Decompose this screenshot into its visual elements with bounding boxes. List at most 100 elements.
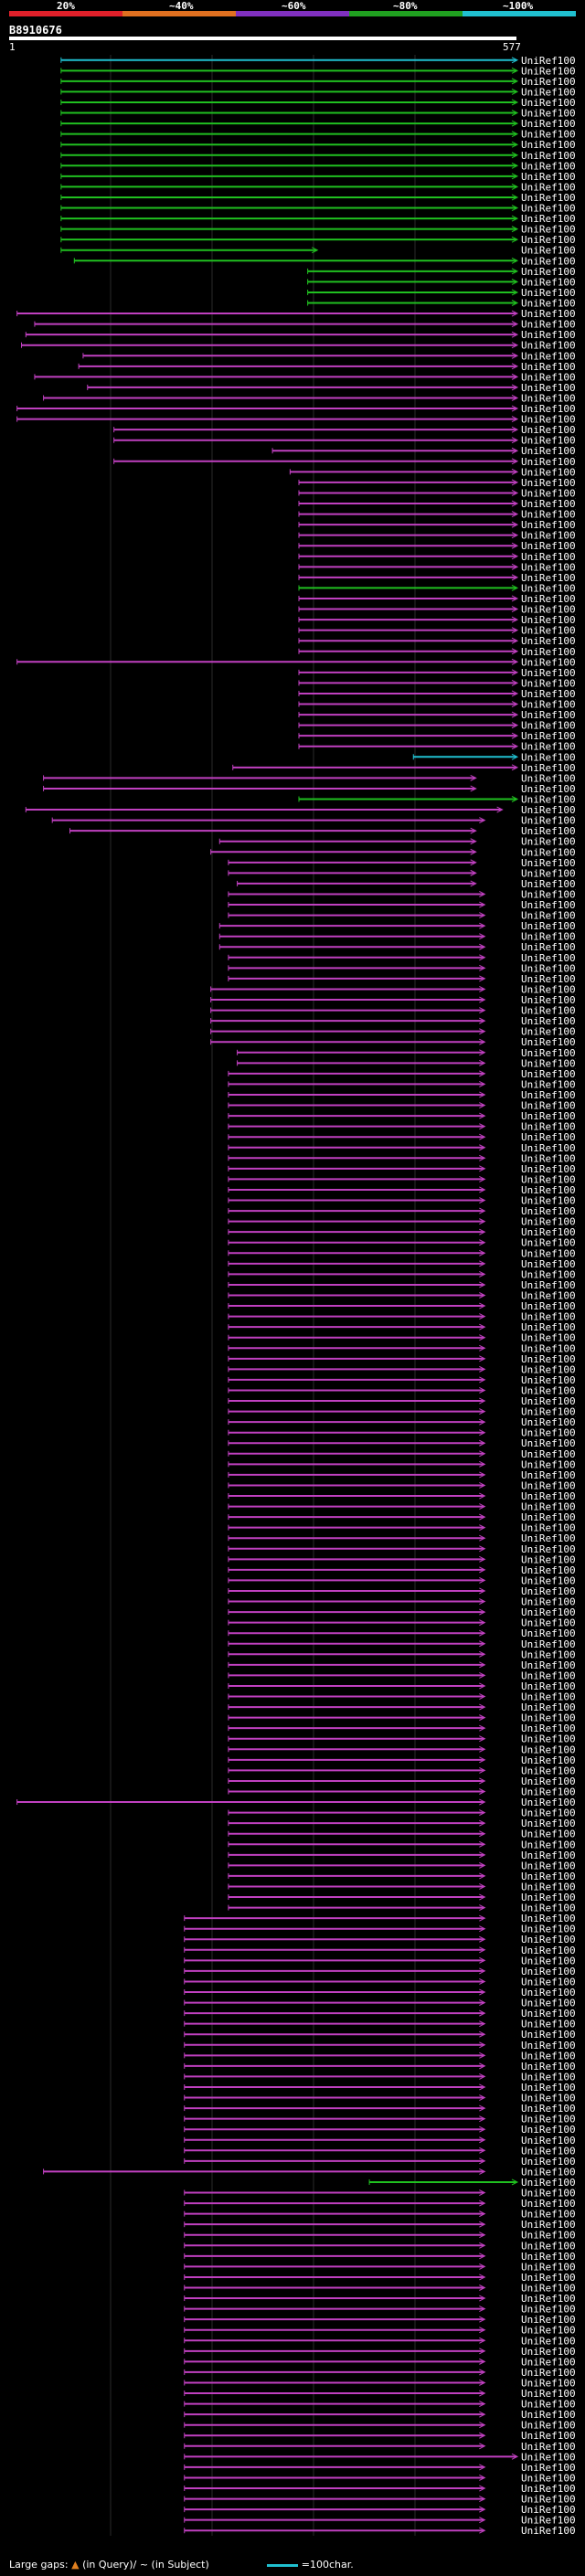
hit-label[interactable]: UniRef100_A7KWD1	[521, 361, 576, 373]
hit-label[interactable]: UniRef100_UP1000...	[521, 625, 576, 637]
hit-label[interactable]: UniRef100_C1BPY5	[521, 1797, 576, 1808]
hit-label[interactable]: UniRef100_B8NC27	[521, 1501, 576, 1513]
hit-label[interactable]: UniRef100_Q7PNE6	[521, 1353, 576, 1365]
hit-label[interactable]: UniRef100_C3K1F4	[521, 2325, 576, 2337]
hit-label[interactable]: UniRef100_Q4FY01	[521, 1881, 576, 1892]
hit-label[interactable]: UniRef100_UP1000...	[521, 1247, 576, 1259]
hit-label[interactable]: UniRef100_UP1000...	[521, 456, 576, 468]
hit-label[interactable]: UniRef100_Q1E4H2	[521, 2082, 576, 2094]
hit-label[interactable]: UniRef100_C1BRU9	[521, 1934, 576, 1945]
hit-label[interactable]: UniRef100_Q8GWY7	[521, 108, 576, 120]
hit-label[interactable]: UniRef100_Q6GHN7	[521, 2261, 576, 2273]
hit-label[interactable]: UniRef100_Q5E1J5	[521, 1205, 576, 1217]
hit-label[interactable]: UniRef100_C5DK59	[521, 2209, 576, 2221]
hit-label[interactable]: UniRef100_B9P0E9	[521, 772, 576, 784]
hit-label[interactable]: UniRef100_Q7JQ89	[521, 804, 576, 816]
hit-label[interactable]: UniRef100_B8M9F8	[521, 1427, 576, 1439]
hit-label[interactable]: UniRef100_B9ISQ2	[521, 2240, 576, 2252]
hit-label[interactable]: UniRef100_A1I7H2	[521, 952, 576, 964]
hit-label[interactable]: UniRef100_C5YDK3	[521, 192, 576, 204]
hit-label[interactable]: UniRef100_A6S030	[521, 794, 576, 806]
hit-label[interactable]: UniRef100_C4MAZ7	[521, 2114, 576, 2125]
hit-label[interactable]: UniRef100_C5E3K9	[521, 1945, 576, 1956]
hit-label[interactable]: UniRef100_UP1000...	[521, 888, 576, 900]
hit-label[interactable]: UniRef100_B6QV00	[521, 1342, 576, 1354]
hit-label[interactable]: UniRef100_UP1000...	[521, 509, 576, 521]
hit-label[interactable]: UniRef100_UP1000...	[521, 1511, 576, 1523]
hit-label[interactable]: UniRef100_B8MTD0	[521, 1543, 576, 1555]
hit-label[interactable]: UniRef100_A7VPD5	[521, 1363, 576, 1375]
hit-label[interactable]: UniRef100_Q6JN02	[521, 213, 576, 225]
hit-label[interactable]: UniRef100_Q6BR58	[521, 2494, 576, 2506]
hit-label[interactable]: UniRef100_Q5EI16	[521, 572, 576, 584]
hit-label[interactable]: UniRef100_Q2GYE1	[521, 1110, 576, 1122]
hit-label[interactable]: UniRef100_P36627	[521, 1648, 576, 1660]
hit-label[interactable]: UniRef100_Q3AA24	[521, 1553, 576, 1565]
hit-label[interactable]: UniRef100_Q4CUR7	[521, 2346, 576, 2358]
hit-label[interactable]: UniRef100_B9R9B0	[521, 65, 576, 77]
hit-label[interactable]: UniRef100_Q6BLY7	[521, 1258, 576, 1270]
hit-label[interactable]: UniRef100_B0ZPY1	[521, 2399, 576, 2411]
hit-label[interactable]: UniRef100_B4DKS9	[521, 2377, 576, 2389]
hit-label[interactable]: UniRef100_A9B9Y2	[521, 815, 576, 827]
hit-label[interactable]: UniRef100_Q4DBU5	[521, 1691, 576, 1703]
hit-label[interactable]: UniRef100_C3N5F2	[521, 1448, 576, 1460]
hit-label[interactable]: UniRef100_B7U4P9	[521, 867, 576, 879]
hit-label[interactable]: UniRef100_Q6FNZ3	[521, 1829, 576, 1840]
hit-label[interactable]: UniRef100_C4WTN0	[521, 1659, 576, 1671]
hit-label[interactable]: UniRef100_Q9NYL8	[521, 540, 576, 552]
hit-label[interactable]: UniRef100_A7L494	[521, 1321, 576, 1333]
hit-label[interactable]: UniRef100_Q6TEQ3	[521, 1744, 576, 1755]
hit-label[interactable]: UniRef100_Q6AY75	[521, 667, 576, 679]
hit-label[interactable]: UniRef100_Q7XU96	[521, 150, 576, 162]
hit-label[interactable]: UniRef100_A6ZCS0	[521, 878, 576, 890]
hit-label[interactable]: UniRef100_Q2UUE6	[521, 2071, 576, 2083]
hit-label[interactable]: UniRef100_B6QF15	[521, 1976, 576, 1988]
hit-label[interactable]: UniRef100_A4II15	[521, 2135, 576, 2147]
hit-label[interactable]: UniRef100_Q1US13	[521, 699, 576, 711]
hit-label[interactable]: UniRef100_UP1000...	[521, 287, 576, 299]
hit-label[interactable]: UniRef100_Q32MB8	[521, 1585, 576, 1597]
hit-label[interactable]: UniRef100_A5FP02	[521, 1216, 576, 1228]
hit-label[interactable]: UniRef100_A4IL62	[521, 2430, 576, 2442]
hit-label[interactable]: UniRef100_Q5LU55	[521, 1268, 576, 1280]
hit-label[interactable]: UniRef100_B0EW52	[521, 266, 576, 278]
hit-label[interactable]: UniRef100_UP1000...	[521, 2029, 576, 2041]
hit-label[interactable]: UniRef100_Q96069	[521, 2462, 576, 2474]
hit-label[interactable]: UniRef100_Q39SN3	[521, 329, 576, 341]
hit-label[interactable]: UniRef100_C1LLM3	[521, 1818, 576, 1829]
hit-label[interactable]: UniRef100_A4CL54	[521, 1311, 576, 1323]
hit-label[interactable]: UniRef100_C5ZC10	[521, 1469, 576, 1481]
hit-label[interactable]: UniRef100_B9IDB9	[521, 86, 576, 98]
hit-label[interactable]: UniRef100_Q51087	[521, 825, 576, 837]
hit-label[interactable]: UniRef100_Q3V5L3	[521, 1089, 576, 1101]
hit-label[interactable]: UniRef100_B7FJS5	[521, 55, 576, 67]
hit-label[interactable]: UniRef100_UP1000...	[521, 1733, 576, 1745]
hit-label[interactable]: UniRef100_UP1000...	[521, 2103, 576, 2115]
hit-label[interactable]: UniRef100_A1I1T9	[521, 962, 576, 974]
hit-label[interactable]: UniRef100_A9UZ15	[521, 593, 576, 605]
hit-label[interactable]: UniRef100_B9WH88	[521, 1078, 576, 1090]
hit-label[interactable]: UniRef100_C5KP25	[521, 1596, 576, 1608]
hit-label[interactable]: UniRef100_A9TXG0	[521, 224, 576, 236]
hit-label[interactable]: UniRef100_Q18PX3	[521, 445, 576, 457]
hit-label[interactable]: UniRef100_UP1000...	[521, 2156, 576, 2168]
hit-label[interactable]: UniRef100_A2QP06	[521, 2304, 576, 2316]
hit-label[interactable]: UniRef100_Q2U3P3	[521, 1860, 576, 1871]
hit-label[interactable]: UniRef100_Q3Z5T2	[521, 899, 576, 911]
hit-label[interactable]: UniRef100_B7QFY1	[521, 2008, 576, 2019]
hit-label[interactable]: UniRef100_Q3L234	[521, 846, 576, 858]
hit-label[interactable]: UniRef100_A6S7V9	[521, 1712, 576, 1724]
hit-label[interactable]: UniRef100_B7PAI9	[521, 1617, 576, 1629]
hit-label[interactable]: UniRef100_Q5KLP7	[521, 403, 576, 415]
hit-label[interactable]: UniRef100_UP1000...	[521, 519, 576, 531]
hit-label[interactable]: UniRef100_Q7SHT4	[521, 382, 576, 394]
hit-label[interactable]: UniRef100_B9I488	[521, 751, 576, 763]
hit-label[interactable]: UniRef100_UP1000...	[521, 688, 576, 700]
hit-label[interactable]: UniRef100_A5ELQ6	[521, 1184, 576, 1196]
hit-label[interactable]: UniRef100_A9PDE2	[521, 129, 576, 141]
hit-label[interactable]: UniRef100_C3YAL6	[521, 551, 576, 563]
hit-label[interactable]: UniRef100_B6TP11	[521, 203, 576, 215]
hit-label[interactable]: UniRef100_Q9FMC2	[521, 97, 576, 109]
hit-label[interactable]: UniRef100_C4LWQ5	[521, 234, 576, 246]
